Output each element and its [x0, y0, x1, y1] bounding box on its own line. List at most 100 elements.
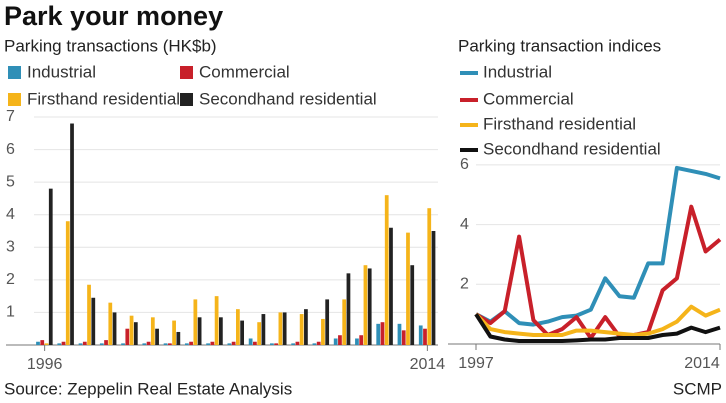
line	[475, 165, 721, 327]
legend-label: Secondhand residential	[199, 89, 377, 108]
legend-swatch	[180, 93, 193, 106]
bar	[197, 317, 202, 345]
bar	[227, 343, 232, 345]
bar	[40, 340, 45, 345]
y-tick-label: 2	[460, 276, 469, 293]
bar	[431, 231, 436, 345]
chart-title: Parking transaction indices	[458, 36, 661, 55]
bar	[231, 341, 236, 345]
bar	[167, 343, 172, 345]
bar	[253, 341, 257, 345]
bar	[44, 343, 49, 345]
legend-swatch	[8, 93, 21, 106]
bar	[406, 232, 410, 345]
bar	[312, 343, 317, 345]
bar	[214, 296, 219, 345]
bar	[282, 312, 287, 345]
bar	[91, 297, 96, 345]
y-tick-label: 4	[6, 206, 15, 223]
legend-swatch	[8, 66, 21, 79]
y-tick-label: 3	[6, 239, 15, 256]
bar	[295, 341, 300, 345]
bar	[333, 338, 338, 345]
bar	[423, 328, 427, 345]
bar	[410, 265, 415, 345]
bar	[57, 343, 62, 345]
y-tick-label: 7	[6, 108, 15, 125]
bar	[70, 123, 74, 345]
bar	[304, 309, 308, 345]
bar	[150, 317, 155, 345]
legend-label: Industrial	[483, 62, 552, 81]
legend-label: Firsthand residential	[483, 114, 636, 133]
legend-label: Firsthand residential	[27, 89, 180, 108]
chart-title: Parking transactions (HK$b)	[4, 36, 217, 55]
bar	[321, 318, 325, 345]
legend-label: Industrial	[27, 62, 96, 81]
bar	[193, 299, 198, 345]
legend-label: Commercial	[199, 62, 290, 81]
bar	[355, 338, 359, 345]
bar	[291, 343, 296, 345]
bar	[397, 323, 402, 345]
bar	[248, 338, 253, 345]
bar	[236, 309, 240, 345]
bar	[270, 343, 274, 345]
bar	[418, 325, 423, 345]
line	[474, 304, 721, 337]
bar	[65, 221, 70, 345]
main-title: Park your money	[4, 1, 223, 31]
bar	[316, 341, 321, 345]
bar	[359, 335, 364, 345]
bar	[206, 343, 210, 345]
x-tick-label: 1997	[458, 355, 494, 372]
line	[474, 204, 722, 340]
bar	[338, 335, 342, 345]
bar	[36, 341, 40, 345]
bar	[274, 343, 279, 345]
bar	[108, 302, 113, 345]
bar	[325, 299, 330, 345]
bar	[210, 341, 215, 345]
bar	[380, 322, 385, 345]
bar	[176, 331, 181, 345]
x-tick-label: 2014	[410, 356, 446, 373]
bar	[346, 273, 351, 345]
bar	[48, 188, 53, 345]
bar	[261, 314, 266, 345]
bar	[163, 343, 168, 345]
bar	[172, 320, 176, 345]
bar	[121, 343, 125, 345]
bar	[78, 343, 83, 345]
bar	[155, 328, 159, 345]
y-tick-label: 6	[460, 156, 469, 173]
legend-swatch	[180, 66, 193, 79]
bar	[342, 299, 347, 345]
bar	[87, 284, 91, 345]
bar	[82, 341, 87, 345]
bar	[363, 265, 368, 345]
bar	[142, 343, 147, 345]
bar	[240, 320, 245, 345]
bar	[257, 322, 262, 345]
bar	[401, 330, 406, 345]
bar	[104, 340, 108, 345]
y-tick-label: 1	[6, 304, 15, 321]
legend-label: Commercial	[483, 89, 574, 108]
bar	[376, 323, 381, 345]
bar	[427, 208, 432, 345]
legend-label: Secondhand residential	[483, 139, 661, 158]
bar	[133, 322, 138, 345]
y-tick-label: 2	[6, 271, 15, 288]
bar	[146, 341, 151, 345]
bar	[299, 314, 304, 345]
bar	[61, 341, 66, 345]
y-tick-label: 5	[6, 173, 15, 190]
source: Source: Zeppelin Real Estate Analysis	[4, 379, 292, 398]
credit: SCMP	[673, 379, 722, 398]
x-tick-label: 1996	[27, 356, 63, 373]
bar	[125, 328, 130, 345]
bar	[218, 317, 223, 345]
